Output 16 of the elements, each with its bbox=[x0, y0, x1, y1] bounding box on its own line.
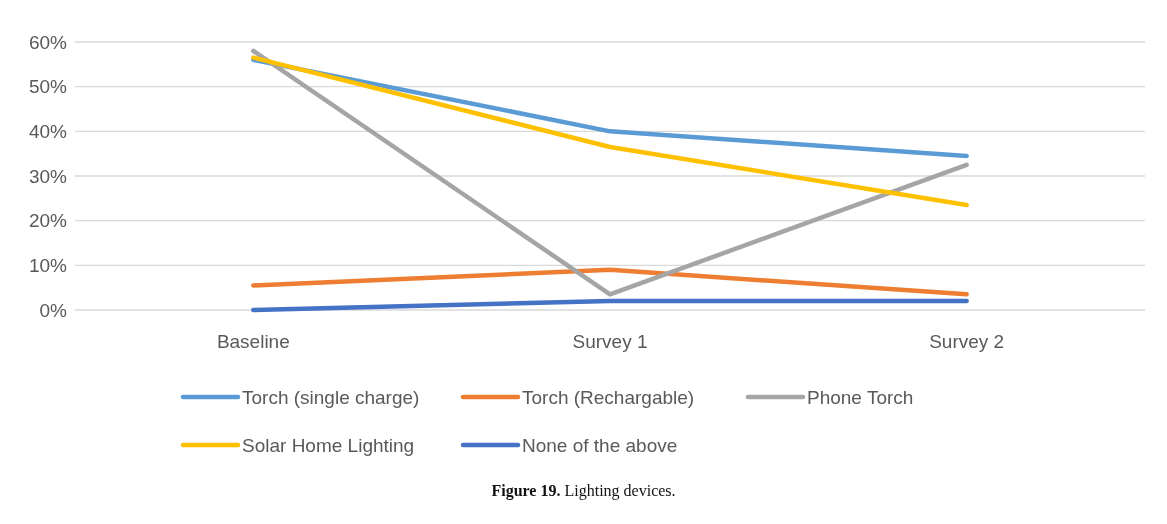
y-tick-label: 10% bbox=[28, 254, 68, 276]
y-tick-label: 20% bbox=[28, 210, 68, 232]
legend-label: Torch (single charge) bbox=[242, 386, 420, 408]
text: Figure 19. Lighting devices. bbox=[491, 482, 676, 500]
y-tick-label: 30% bbox=[28, 165, 68, 187]
legend-label: Phone Torch bbox=[807, 386, 914, 408]
x-tick-label: Baseline bbox=[216, 331, 290, 352]
y-tick-label: 50% bbox=[28, 76, 68, 98]
x-tick-label: Survey 1 bbox=[572, 331, 648, 352]
x-tick-label: Survey 2 bbox=[929, 331, 1005, 352]
y-tick-label: 0% bbox=[39, 299, 68, 321]
legend-label: Torch (Rechargable) bbox=[522, 386, 695, 408]
legend-label: None of the above bbox=[522, 434, 678, 456]
legend-label: Solar Home Lighting bbox=[242, 434, 415, 456]
y-tick-label: 40% bbox=[28, 120, 68, 142]
y-tick-label: 60% bbox=[28, 31, 68, 53]
